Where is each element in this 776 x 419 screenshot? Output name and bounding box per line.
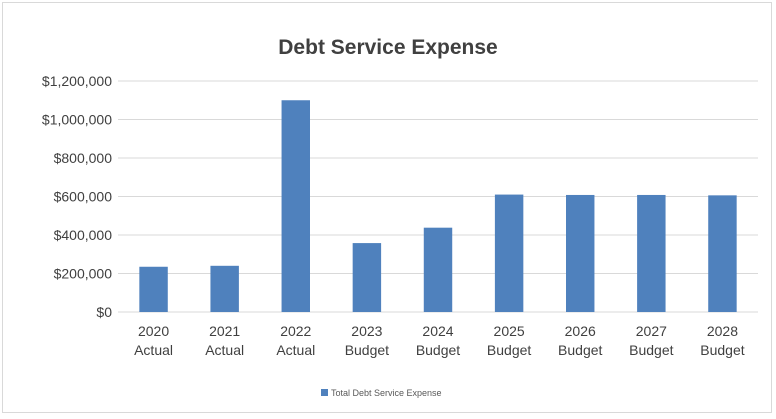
bar xyxy=(637,194,666,312)
bar xyxy=(708,195,737,312)
chart-title: Debt Service Expense xyxy=(278,36,497,59)
bars xyxy=(139,100,737,312)
x-tick-label: 2023 Budget xyxy=(345,323,389,358)
x-tick-label: 2024 Budget xyxy=(416,323,460,358)
bar xyxy=(352,243,382,312)
bar xyxy=(423,227,453,312)
y-tick-label: $1,000,000 xyxy=(42,112,112,128)
y-tick-label: $0 xyxy=(96,304,112,320)
x-tick-label: 2021 Actual xyxy=(205,323,244,358)
bar xyxy=(494,194,524,312)
x-tick-label: 2026 Budget xyxy=(558,323,602,358)
y-tick-label: $600,000 xyxy=(54,189,113,205)
x-tick-label: 2022 Actual xyxy=(276,323,315,358)
chart-container: Debt Service Expense $0 $200,000 $400,000 $… xyxy=(2,2,772,413)
legend-label: Total Debt Service Expense xyxy=(331,388,442,398)
x-tick-label: 2020 Actual xyxy=(134,323,173,358)
bar xyxy=(139,266,168,312)
bar xyxy=(566,194,595,312)
y-tick-label: $400,000 xyxy=(54,227,113,243)
y-tick-label: $1,200,000 xyxy=(42,73,112,89)
x-axis-labels: 2020 Actual 2021 Actual 2022 Actual 2023 Budget… xyxy=(134,323,745,358)
y-tick-label: $200,000 xyxy=(54,266,113,282)
x-tick-label: 2027 Budget xyxy=(629,323,673,358)
y-axis-labels: $0 $200,000 $400,000 $600,000 $800,000 $1,000… xyxy=(42,73,112,320)
bar-chart: Debt Service Expense $0$200,000$400,000$… xyxy=(42,36,758,398)
bar xyxy=(281,100,310,312)
y-tick-label: $800,000 xyxy=(54,150,113,166)
bar xyxy=(210,265,239,312)
x-tick-label: 2028 Budget xyxy=(700,323,744,358)
x-tick-label: 2025 Budget xyxy=(487,323,531,358)
legend-swatch xyxy=(321,389,328,396)
legend: Total Debt Service Expense xyxy=(321,388,442,398)
